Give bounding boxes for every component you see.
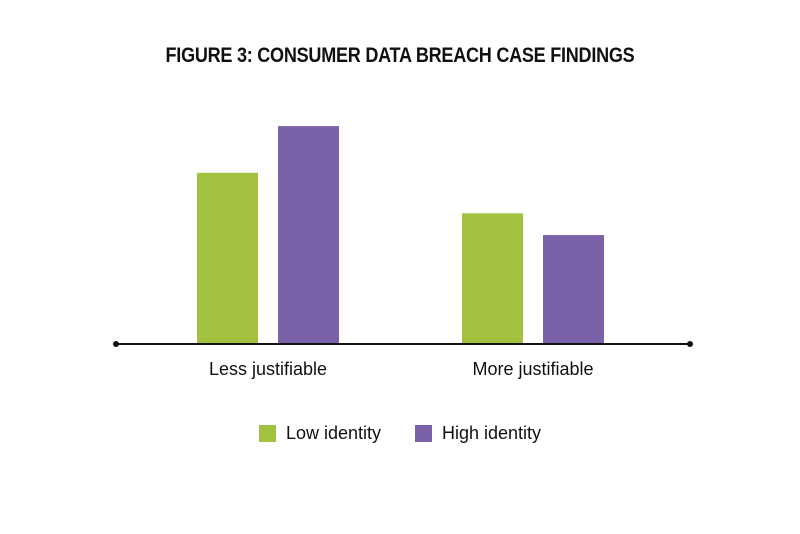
- legend-swatch-high-identity: [415, 425, 432, 442]
- bar-high-identity-more-justifiable: [543, 235, 604, 344]
- legend-label-low-identity: Low identity: [285, 423, 381, 443]
- legend-label-high-identity: High identity: [442, 423, 542, 443]
- chart-title: FIGURE 3: CONSUMER DATA BREACH CASE FIND…: [165, 44, 635, 67]
- legend-item-low-identity: Low identity: [258, 423, 381, 444]
- x-axis-right-end-dot: [687, 341, 693, 347]
- x-tick-label-less-justifiable: Less justifiable: [209, 359, 327, 379]
- legend-swatch-low-identity: [258, 425, 276, 442]
- legend: Low identity High identity: [0, 423, 800, 444]
- x-tick-label-more-justifiable: More justifiable: [472, 359, 593, 379]
- x-axis-left-end-dot: [113, 341, 119, 347]
- bar-low-identity-more-justifiable: [462, 213, 523, 344]
- legend-item-high-identity: High identity: [415, 423, 541, 444]
- bar-high-identity-less-justifiable: [278, 126, 339, 344]
- bar-low-identity-less-justifiable: [197, 172, 258, 344]
